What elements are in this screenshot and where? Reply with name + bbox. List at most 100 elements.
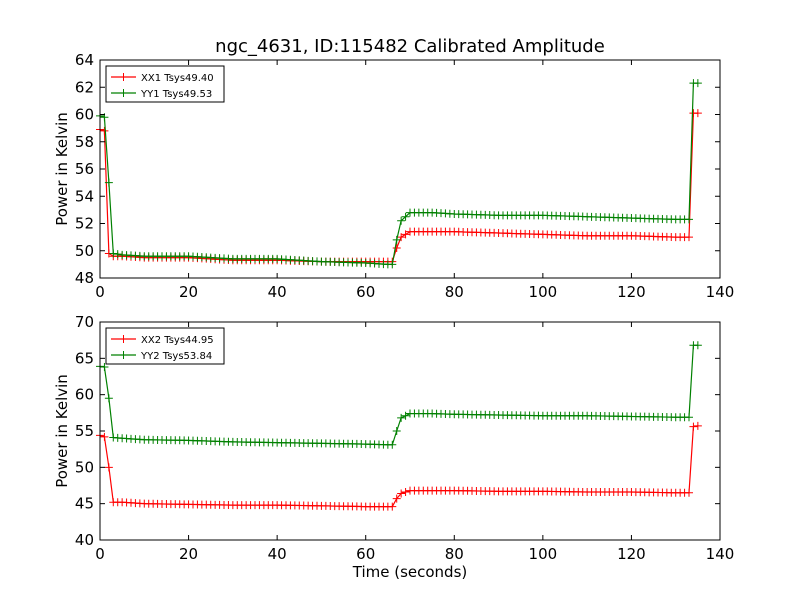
x-tick-label: 20	[179, 545, 198, 563]
data-point	[534, 411, 543, 420]
y-tick-label: 60	[75, 106, 94, 124]
data-point	[388, 502, 397, 511]
data-point	[490, 211, 499, 220]
data-point	[445, 209, 454, 218]
x-tick-label: 140	[706, 283, 735, 301]
y-tick-label: 40	[75, 531, 94, 549]
x-tick-label: 40	[268, 545, 287, 563]
legend-box	[105, 327, 225, 365]
data-point	[423, 486, 432, 495]
data-point	[623, 213, 631, 222]
data-point	[490, 487, 499, 496]
data-point	[423, 208, 432, 217]
x-tick-label: 80	[445, 283, 464, 301]
data-point	[313, 439, 321, 448]
data-point	[680, 413, 689, 422]
x-tick-label: 40	[268, 283, 287, 301]
data-point	[401, 488, 410, 497]
data-point	[578, 212, 587, 221]
series-2	[96, 79, 702, 269]
data-point	[388, 440, 397, 449]
data-point	[445, 227, 454, 236]
data-point	[680, 488, 689, 497]
data-point	[445, 486, 454, 495]
data-point	[180, 500, 189, 509]
y-tick-label: 64	[75, 51, 94, 69]
legend-label: XX1 Tsys49.40	[141, 73, 214, 84]
data-point	[357, 502, 366, 511]
legend-marker	[119, 89, 128, 97]
legend: XX2 Tsys44.95 YY2 Tsys53.84	[105, 327, 225, 365]
y-tick-label: 50	[75, 458, 94, 476]
y-tick-label: 56	[75, 160, 94, 178]
data-point	[224, 501, 233, 510]
y-tick-label: 70	[75, 313, 94, 331]
y-tick-label: 65	[75, 349, 94, 367]
legend-label: YY1 Tsys49.53	[140, 89, 212, 100]
data-point	[113, 498, 122, 507]
upper-plot: 0 20 40 60 80 100 120 140 48 50 52 54 56 58 60 62 64 Powe…	[53, 51, 734, 301]
data-point	[623, 488, 631, 497]
legend-marker	[119, 351, 128, 359]
data-point	[104, 394, 113, 403]
data-point	[401, 411, 410, 420]
legend-box	[105, 65, 225, 103]
data-point	[693, 109, 702, 118]
data-point	[180, 436, 189, 445]
y-tick-label: 62	[75, 78, 94, 96]
data-point	[100, 126, 109, 135]
data-point	[445, 410, 454, 419]
data-point	[113, 250, 122, 259]
x-tick-label: 120	[617, 545, 646, 563]
y-tick-label: 45	[75, 495, 94, 513]
legend-marker	[119, 335, 128, 343]
data-point	[224, 437, 233, 446]
data-point	[357, 440, 366, 449]
data-point	[667, 413, 676, 422]
data-point	[534, 487, 543, 496]
data-point	[388, 260, 397, 269]
data-point	[680, 233, 689, 242]
data-point	[397, 413, 406, 422]
y-tick-label: 54	[75, 187, 94, 205]
data-point	[379, 260, 388, 269]
data-point	[578, 487, 587, 496]
data-point	[623, 412, 631, 421]
figure-title: ngc_4631, ID:115482 Calibrated Amplitude	[215, 36, 605, 57]
x-tick-label: 60	[356, 545, 375, 563]
data-point	[423, 227, 432, 236]
data-point	[397, 216, 406, 225]
data-point	[693, 421, 702, 430]
series-2	[96, 341, 702, 449]
data-point	[135, 499, 144, 508]
y-tick-label: 48	[75, 269, 94, 287]
data-point	[357, 258, 366, 267]
legend-label: YY2 Tsys53.84	[140, 351, 212, 362]
data-point	[401, 212, 410, 221]
y-tick-label: 52	[75, 215, 94, 233]
data-point	[667, 215, 676, 224]
data-point	[578, 231, 587, 240]
series-1	[96, 421, 702, 511]
data-point	[104, 463, 113, 472]
data-point	[104, 178, 113, 187]
data-point	[693, 79, 702, 88]
data-point	[392, 244, 401, 253]
x-tick-label: 0	[95, 545, 105, 563]
data-point	[313, 501, 321, 510]
x-axis-label: Time (seconds)	[352, 563, 468, 581]
data-point	[313, 257, 321, 266]
data-point	[397, 489, 406, 498]
data-point	[397, 233, 406, 242]
data-point	[534, 230, 543, 239]
data-point	[268, 501, 277, 510]
y-tick-label: 55	[75, 422, 94, 440]
data-point	[667, 488, 676, 497]
y-tick-label: 60	[75, 386, 94, 404]
data-point	[268, 438, 277, 447]
data-point	[392, 235, 401, 244]
data-point	[135, 251, 144, 260]
y-axis-label: Power in Kelvin	[53, 374, 71, 488]
data-point	[490, 228, 499, 237]
data-point	[578, 411, 587, 420]
